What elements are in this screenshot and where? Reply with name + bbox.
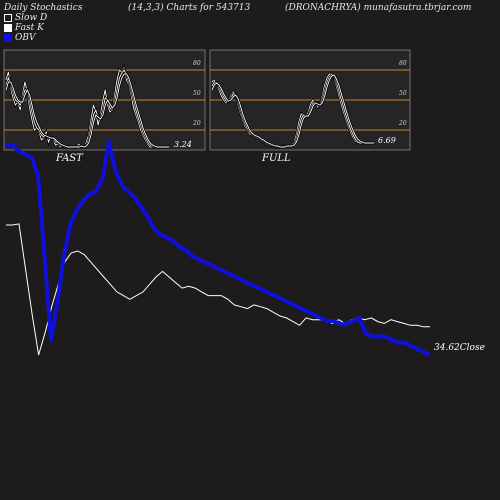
fast-series-2-line [5, 73, 169, 148]
header-source: (DRONACHRYA) munafasutra.tbrjar.com [285, 3, 472, 13]
legend-obv: OBV [4, 33, 36, 43]
fast-y-tick-50: 50 [193, 90, 201, 97]
legend-swatch-obv [4, 34, 12, 42]
legend-swatch-fast [4, 24, 12, 32]
price-obv-plot [6, 139, 431, 357]
legend-label-fast: Fast K [15, 23, 44, 33]
fast-series-1-line [5, 69, 169, 148]
fast-y-tick-80: 80 [193, 60, 201, 67]
header-params: (14,3,3) Charts for 543713 [128, 3, 251, 13]
fast-stochastic-panel: 80 50 20 FAST 3.24 [3, 49, 206, 164]
close-value-label: 34.62Close [434, 343, 485, 353]
legend-swatch-slow [4, 14, 12, 22]
full-series-2-line [211, 74, 374, 148]
legend-fast-k: Fast K [4, 23, 44, 33]
obv-line [6, 139, 431, 357]
fast-y-tick-20: 20 [192, 120, 201, 127]
full-last-value: 6.69 [378, 136, 396, 145]
full-y-tick-20: 20 [398, 120, 407, 127]
full-y-tick-80: 80 [399, 60, 407, 67]
fast-panel-label: FAST [55, 153, 84, 164]
full-panel-label: FULL [261, 153, 291, 164]
legend-label-slow: Slow D [15, 13, 48, 23]
fast-series-0-line [5, 66, 169, 149]
legend-slow-d: Slow D [4, 13, 47, 23]
legend-label-obv: OBV [15, 33, 36, 43]
full-stochastic-panel: 80 50 20 FULL 6.69 [209, 49, 411, 164]
header-title: Daily Stochastics [4, 3, 83, 13]
fast-last-value: 3.24 [174, 140, 192, 149]
full-y-tick-50: 50 [399, 90, 407, 97]
